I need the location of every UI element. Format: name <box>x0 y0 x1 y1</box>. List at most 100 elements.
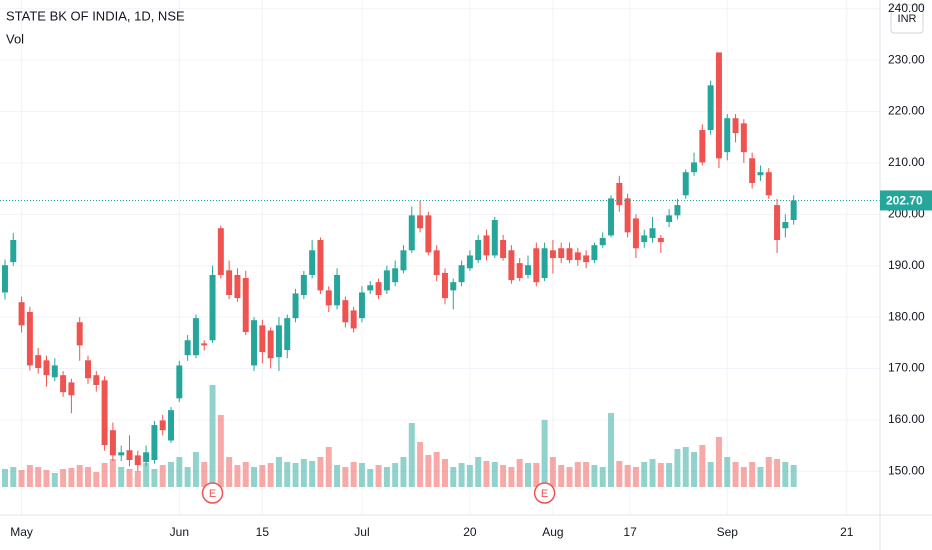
volume-bar <box>375 465 382 487</box>
volume-bar <box>109 459 116 487</box>
x-tick-label: 15 <box>256 525 270 539</box>
volume-bar <box>176 457 183 487</box>
candle-body <box>475 240 482 261</box>
volume-bar <box>383 467 390 487</box>
volume-bar <box>765 457 772 487</box>
volume-bar <box>101 463 108 487</box>
volume-bar <box>450 467 457 487</box>
volume-bar <box>491 462 498 487</box>
volume-bar <box>740 467 747 487</box>
candle-body <box>325 290 332 306</box>
candle-body <box>217 228 224 275</box>
candle-body <box>201 343 208 346</box>
y-tick-label: 190.00 <box>888 258 925 272</box>
volume-bar <box>1 469 8 487</box>
volume-bar <box>251 467 258 487</box>
volume-bar <box>641 462 648 487</box>
candle-body <box>749 158 756 183</box>
volume-bar <box>217 415 224 487</box>
candle-body <box>101 380 108 446</box>
volume-bar <box>226 457 233 487</box>
volume-bar <box>558 465 565 487</box>
x-tick-label: Jun <box>170 525 189 539</box>
candle-body <box>118 452 125 456</box>
candle-body <box>168 410 175 441</box>
candle-body <box>68 382 75 396</box>
volume-bar <box>10 467 17 487</box>
candle-body <box>491 219 498 256</box>
candle-body <box>583 255 590 263</box>
volume-bar <box>574 462 581 487</box>
candle-body <box>60 375 67 393</box>
candle-body <box>790 200 797 220</box>
candle-body <box>632 218 639 249</box>
volume-bar <box>209 385 216 487</box>
currency-label[interactable]: INR <box>898 13 917 25</box>
volume-bar <box>732 462 739 487</box>
volume-bar <box>466 465 473 487</box>
x-tick-label: Sep <box>717 525 739 539</box>
candle-body <box>691 162 698 173</box>
candle-body <box>126 450 133 461</box>
volume-bar <box>126 469 133 487</box>
candle-body <box>259 325 266 353</box>
candle-body <box>566 248 573 261</box>
volume-bar <box>284 462 291 487</box>
candle-body <box>18 302 25 326</box>
candle-body <box>641 235 648 243</box>
candle-body <box>466 255 473 269</box>
y-tick-label: 230.00 <box>888 52 925 66</box>
candle-body <box>26 311 33 366</box>
candle-body <box>367 285 374 291</box>
currency-box[interactable] <box>890 4 924 34</box>
candle-body <box>757 172 764 176</box>
volume-bar <box>342 467 349 487</box>
candle-body <box>192 318 199 356</box>
candle-body <box>151 425 158 461</box>
volume-bar <box>292 463 299 487</box>
volume-bar <box>159 465 166 487</box>
candle-body <box>317 240 324 291</box>
candle-body <box>558 248 565 259</box>
volume-bar <box>458 463 465 487</box>
candle-body <box>358 292 365 319</box>
earnings-marker[interactable] <box>201 482 224 504</box>
candle-body <box>657 237 664 243</box>
volume-bar <box>441 459 448 487</box>
candle-body <box>226 270 233 296</box>
candle-body <box>666 215 673 223</box>
volume-bar <box>26 465 33 487</box>
candle-body <box>441 272 448 299</box>
y-tick-label: 170.00 <box>888 361 925 375</box>
candle-body <box>624 198 631 233</box>
candle-body <box>209 274 216 341</box>
candle-body <box>724 118 731 153</box>
volume-bar <box>234 465 241 487</box>
volume-layer <box>1 385 797 487</box>
volume-bar <box>525 463 531 487</box>
candle-body <box>425 215 432 253</box>
volume-bar <box>566 467 573 487</box>
earnings-marker[interactable] <box>533 482 556 504</box>
candle-body <box>715 52 722 159</box>
candle-body <box>549 250 556 259</box>
volume-bar <box>616 461 623 487</box>
volume-bar <box>425 455 432 487</box>
candle-body <box>408 215 415 251</box>
candle-body <box>51 365 58 378</box>
candle-body <box>334 274 341 306</box>
volume-bar <box>516 459 523 487</box>
candle-body <box>525 265 531 275</box>
volume-bar <box>749 462 756 487</box>
volume-bar <box>267 463 274 487</box>
candle-body <box>500 240 507 259</box>
volume-bar <box>699 445 706 487</box>
candle-body <box>284 318 291 351</box>
y-tick-label: 150.00 <box>888 463 925 477</box>
volume-bar <box>774 459 781 487</box>
candle-body <box>350 310 357 329</box>
candle-body <box>309 250 316 275</box>
volume-bar <box>599 467 606 487</box>
candle-body <box>674 205 681 216</box>
